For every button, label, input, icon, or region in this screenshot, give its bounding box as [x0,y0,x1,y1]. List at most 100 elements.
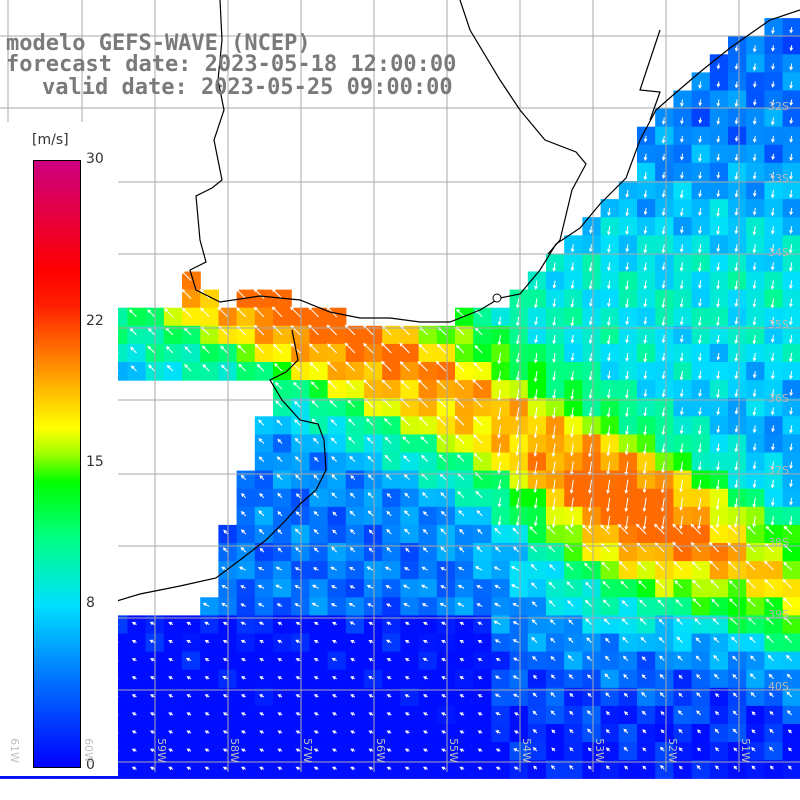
wind-arrow [308,324,319,336]
wind-arrow [386,493,392,499]
wind-arrow [294,567,301,571]
wind-arrow [695,655,702,662]
wind-cell [455,760,474,779]
wind-arrow [659,673,665,680]
wind-arrow [403,510,410,517]
wind-arrow [621,618,629,625]
wind-arrow [422,694,428,698]
wind-cell [236,724,256,743]
wind-arrow [222,694,228,698]
wind-cell [473,579,492,598]
wind-cell [364,506,383,526]
wind-arrow [259,658,265,662]
wind-arrow [348,567,356,571]
wind-cell [254,506,274,526]
wind-cell [364,669,383,689]
wind-arrow [312,567,319,571]
wind-arrow [770,407,775,416]
wind-arrow [732,728,738,734]
wind-arrow [783,561,793,571]
wind-cell [127,724,147,743]
wind-arrow [752,135,757,143]
wind-arrow [770,352,775,362]
wind-arrow [417,360,429,372]
wind-arrow [186,748,192,752]
wind-arrow [789,117,794,125]
wind-cell [673,705,693,725]
wind-arrow [457,490,465,499]
wind-arrow [222,748,228,752]
wind-cell [309,524,329,544]
wind-arrow [399,361,410,372]
wind-arrow [386,621,392,626]
wind-cell [418,760,438,779]
wind-arrow [330,585,337,589]
wind-cell [582,687,602,707]
wind-arrow [497,443,501,458]
wind-arrow [770,262,775,271]
wind-arrow [534,334,538,344]
wind-arrow [186,730,192,734]
wind-cell [273,705,292,725]
wind-arrow [770,189,775,199]
wind-arrow [495,658,501,662]
wind-cell [473,724,492,743]
wind-arrow [386,528,392,535]
wind-arrow [477,694,483,698]
wind-arrow [217,306,228,318]
wind-arrow [607,208,611,217]
wind-cell [455,742,474,761]
wind-cell [309,651,329,671]
wind-cell [364,597,383,616]
wind-arrow [661,117,666,125]
wind-cell [345,651,365,671]
wind-arrow [698,244,702,254]
wind-cell [764,651,784,671]
wind-arrow [770,226,775,235]
wind-arrow [716,371,720,380]
wind-arrow [752,443,757,452]
wind-arrow [533,443,538,457]
wind-arrow [348,603,356,607]
wind-cell [600,760,620,779]
wind-arrow [698,226,702,235]
wind-arrow [350,766,356,771]
wind-arrow [546,525,556,535]
wind-arrow [253,306,265,318]
wind-arrow [771,27,775,35]
wind-arrow [587,765,592,770]
wind-cell [400,597,420,616]
wind-arrow [368,748,374,752]
wind-arrow [421,454,429,462]
wind-arrow [570,371,575,382]
wind-cell [527,724,547,743]
wind-cell [473,742,492,761]
wind-arrow [588,334,593,345]
wind-cell [546,760,565,779]
wind-cell [455,506,474,526]
wind-arrow [789,443,793,452]
wind-cell [746,742,765,761]
wind-arrow [308,343,319,354]
wind-arrow [331,474,338,481]
wind-arrow [786,710,793,716]
wind-cell [182,724,201,743]
wind-arrow [204,766,210,771]
wind-cell [473,506,492,526]
wind-arrow [149,766,155,771]
wind-arrow [551,729,556,734]
wind-arrow [583,562,592,571]
wind-arrow [638,580,647,589]
wind-arrow [624,479,629,494]
wind-arrow [313,529,319,535]
wind-cell [436,724,456,743]
wind-arrow [331,621,337,626]
wind-arrow [679,298,684,308]
wind-arrow [661,425,666,436]
wind-arrow [654,542,665,553]
wind-cell [509,524,529,544]
longitude-label: 52W [665,738,679,763]
wind-cell [491,597,511,616]
wind-cell [345,633,365,653]
